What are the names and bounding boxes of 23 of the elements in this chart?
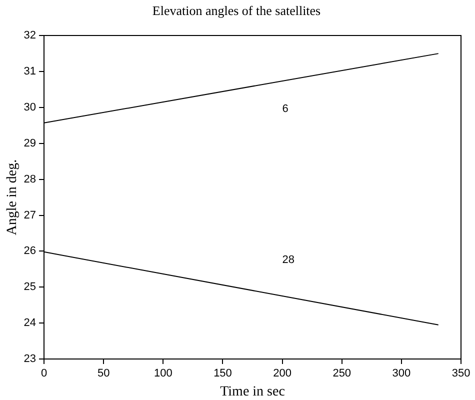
chart-title: Elevation angles of the satellites (152, 3, 321, 18)
x-tick-label: 200 (273, 368, 292, 380)
x-tick-label: 250 (332, 368, 352, 380)
x-tick-label: 350 (452, 368, 470, 380)
x-tick-label: 300 (392, 368, 411, 380)
x-tick-label: 0 (40, 368, 48, 380)
y-tick-label: 26 (24, 245, 36, 258)
y-tick-label: 25 (24, 281, 36, 294)
y-tick-label: 30 (24, 102, 36, 114)
y-axis-title: Angle in deg. (5, 159, 20, 236)
y-tick-label: 32 (24, 30, 36, 42)
x-tick-label: 150 (214, 368, 232, 380)
y-tick-label: 31 (24, 66, 36, 78)
x-tick-label: 100 (154, 368, 172, 380)
x-axis-title: Time in sec (220, 384, 285, 400)
y-tick-label: 28 (24, 173, 36, 186)
y-tick-label: 29 (24, 137, 36, 150)
x-tick-label: 50 (97, 368, 110, 380)
y-tick-label: 23 (24, 353, 36, 366)
series-label: 6 (282, 103, 288, 116)
y-tick-label: 24 (24, 317, 36, 330)
text: 28 (282, 254, 294, 266)
y-tick-label: 27 (24, 209, 36, 222)
